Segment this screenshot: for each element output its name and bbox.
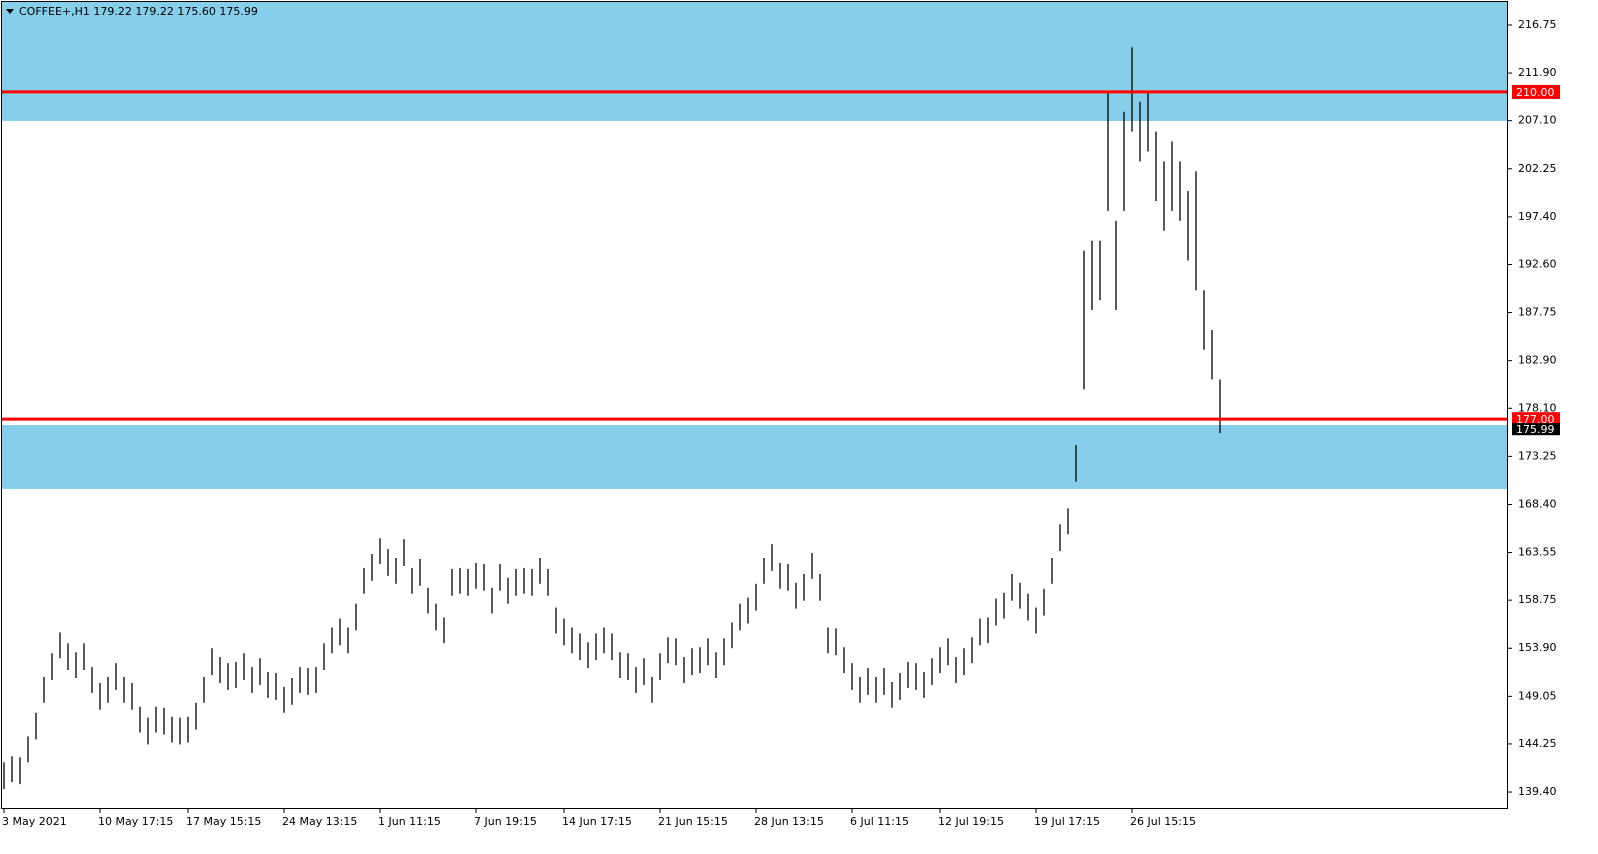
x-tick-label: 7 Jun 19:15	[474, 815, 537, 828]
x-tick-label: 10 May 17:15	[98, 815, 173, 828]
y-tick-label: 144.25	[1518, 737, 1557, 750]
y-tick-label: 182.90	[1518, 354, 1557, 367]
y-tick-label: 158.75	[1518, 593, 1557, 606]
y-tick-label: 202.25	[1518, 162, 1557, 175]
y-tick-label: 173.25	[1518, 449, 1557, 462]
current-price-label: 175.99	[1516, 423, 1555, 436]
y-tick-label: 192.60	[1518, 257, 1557, 270]
zone	[2, 425, 1508, 489]
x-tick-label: 6 Jul 11:15	[850, 815, 909, 828]
chart-header: COFFEE+,H1 179.22 179.22 175.60 175.99	[19, 5, 258, 18]
y-tick-label: 207.10	[1518, 114, 1557, 127]
plot-border	[1, 1, 1508, 809]
current-price-box	[1512, 423, 1560, 436]
y-tick-label: 139.40	[1518, 785, 1557, 798]
x-tick-label: 1 Jun 11:15	[378, 815, 441, 828]
x-tick-label: 28 Jun 13:15	[754, 815, 824, 828]
y-tick-label: 178.10	[1518, 401, 1557, 414]
y-tick-label: 149.05	[1518, 689, 1557, 702]
y-tick-label: 153.90	[1518, 641, 1557, 654]
x-tick-label: 21 Jun 15:15	[658, 815, 728, 828]
y-tick-label: 168.40	[1518, 497, 1557, 510]
y-tick-label: 163.55	[1518, 546, 1557, 559]
x-tick-label: 24 May 13:15	[282, 815, 357, 828]
y-tick-label: 197.40	[1518, 210, 1557, 223]
menu-triangle	[6, 9, 14, 14]
x-tick-label: 19 Jul 17:15	[1034, 815, 1100, 828]
y-tick-label: 187.75	[1518, 306, 1557, 319]
x-tick-label: 17 May 15:15	[186, 815, 261, 828]
y-tick-label: 211.90	[1518, 66, 1557, 79]
x-tick-label: 26 Jul 15:15	[1130, 815, 1196, 828]
x-tick-label: 12 Jul 19:15	[938, 815, 1004, 828]
zone	[2, 2, 1508, 121]
level-label-box	[1512, 412, 1560, 427]
y-tick-label: 216.75	[1518, 18, 1557, 31]
level-label-box	[1512, 84, 1560, 99]
level-label: 177.00	[1516, 413, 1555, 426]
x-tick-label: 14 Jun 17:15	[562, 815, 632, 828]
level-label: 210.00	[1516, 86, 1555, 99]
x-tick-label: 3 May 2021	[2, 815, 67, 828]
